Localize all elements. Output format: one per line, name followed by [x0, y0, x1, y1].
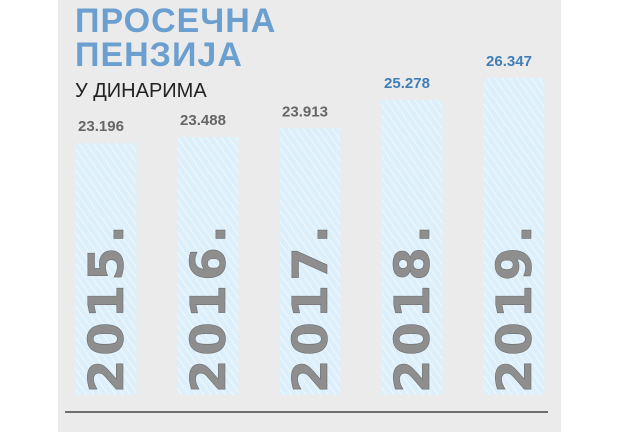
year-label: 2018.	[385, 221, 441, 393]
bar-hatch	[381, 100, 443, 395]
chart-title: ПЕНЗИЈА	[75, 36, 243, 74]
value-label: 23.196	[78, 118, 124, 135]
year-label: 2017.	[283, 221, 339, 393]
bar-hatch	[75, 143, 137, 395]
bar-hatch	[483, 77, 545, 396]
value-label: 23.913	[282, 103, 328, 120]
value-label: 26.347	[486, 53, 532, 70]
year-label: 2016.	[181, 221, 237, 393]
bar-hatch	[177, 137, 239, 396]
value-label: 23.488	[180, 112, 226, 129]
chart-title: ПРОСЕЧНА	[75, 2, 276, 40]
chart-subtitle: У ДИНАРИМА	[75, 80, 207, 102]
bar-hatch	[279, 128, 341, 395]
year-label: 2019.	[487, 221, 543, 393]
year-label: 2015.	[79, 221, 135, 393]
value-label: 25.278	[384, 75, 430, 92]
